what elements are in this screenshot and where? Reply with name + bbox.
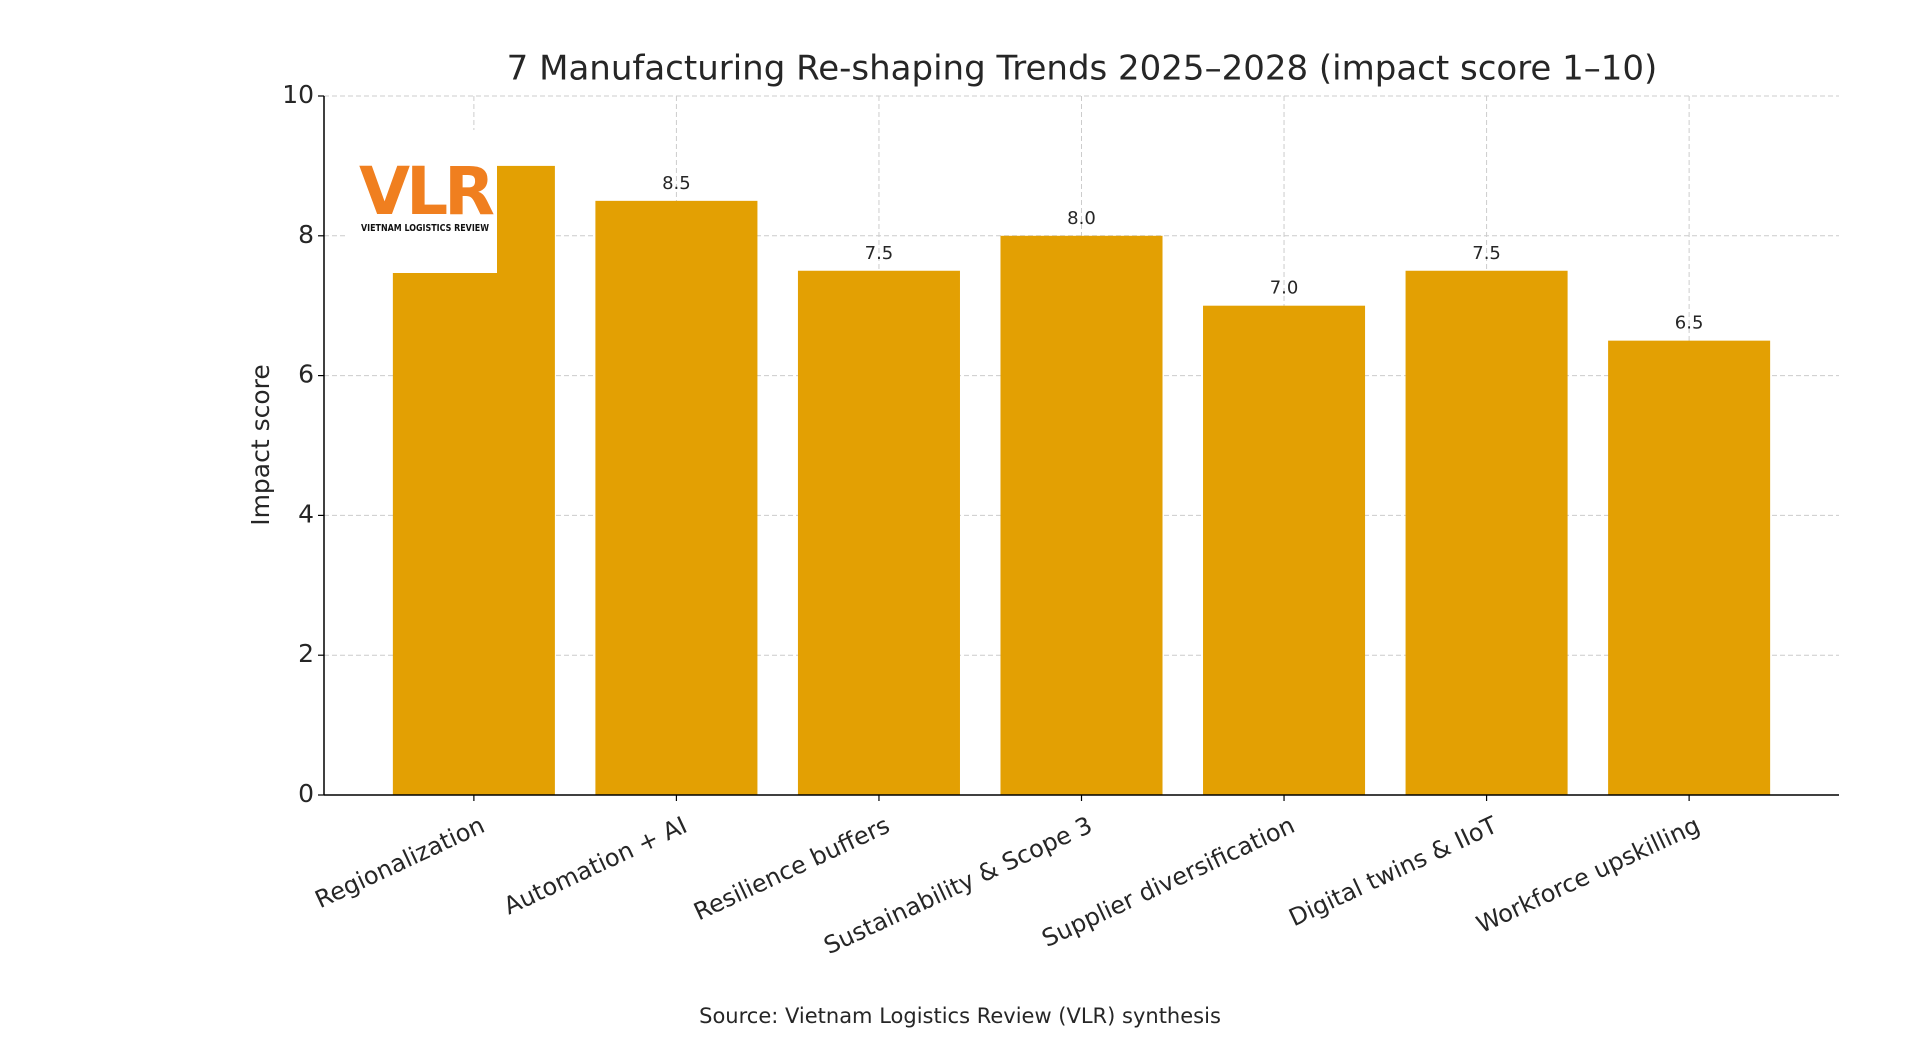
y-axis-label: Impact score — [246, 364, 275, 526]
x-tick-label: Digital twins & IIoT — [1285, 811, 1502, 932]
y-tick-label: 0 — [298, 779, 314, 808]
y-tick-label: 2 — [298, 639, 314, 668]
chart-title: 7 Manufacturing Re-shaping Trends 2025–2… — [507, 49, 1658, 89]
logo-mark: VLR — [359, 153, 494, 230]
x-tick-label: Automation + AI — [500, 811, 692, 920]
x-tick-label: Workforce upskilling — [1472, 811, 1704, 939]
value-label: 7.5 — [1472, 243, 1501, 264]
value-label: 8.5 — [662, 173, 691, 194]
y-tick-label: 10 — [282, 80, 314, 109]
bar — [1203, 305, 1366, 795]
bar — [1405, 270, 1568, 795]
value-label: 8.0 — [1067, 208, 1096, 229]
bar — [595, 200, 758, 796]
y-tick-label: 4 — [298, 499, 314, 528]
bar — [1000, 235, 1163, 796]
source-note: Source: Vietnam Logistics Review (VLR) s… — [699, 1004, 1221, 1028]
bar — [1608, 340, 1771, 795]
value-label: 7.5 — [865, 243, 894, 264]
x-tick-label: Resilience buffers — [689, 811, 893, 926]
y-tick-label: 6 — [298, 360, 314, 389]
value-label: 7.0 — [1270, 278, 1299, 299]
x-tick-label: Regionalization — [311, 811, 489, 914]
y-tick-label: 8 — [298, 220, 314, 249]
logo-name: VIETNAM LOGISTICS REVIEW — [361, 223, 489, 234]
bar — [797, 270, 960, 795]
logo-background — [345, 130, 497, 273]
value-label: 6.5 — [1675, 313, 1704, 334]
